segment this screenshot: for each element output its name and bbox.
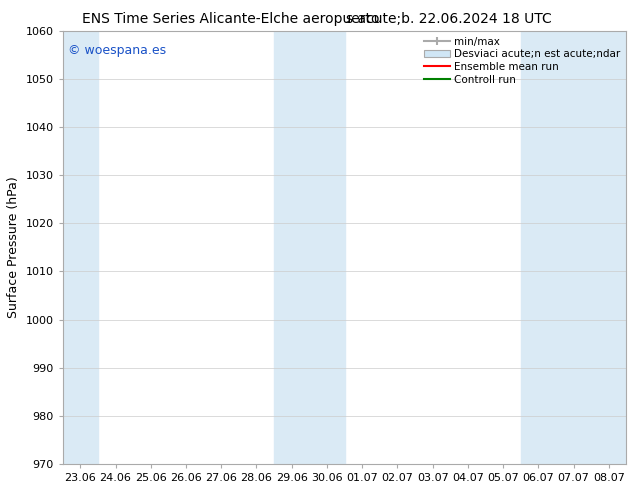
Bar xyxy=(521,30,626,464)
Text: s acute;b. 22.06.2024 18 UTC: s acute;b. 22.06.2024 18 UTC xyxy=(346,12,552,26)
Y-axis label: Surface Pressure (hPa): Surface Pressure (hPa) xyxy=(7,176,20,318)
Bar xyxy=(274,30,344,464)
Bar xyxy=(63,30,98,464)
Text: ENS Time Series Alicante-Elche aeropuerto: ENS Time Series Alicante-Elche aeropuert… xyxy=(82,12,380,26)
Text: © woespana.es: © woespana.es xyxy=(68,44,166,56)
Legend: min/max, Desviaci acute;n est acute;ndar, Ensemble mean run, Controll run: min/max, Desviaci acute;n est acute;ndar… xyxy=(420,34,623,88)
